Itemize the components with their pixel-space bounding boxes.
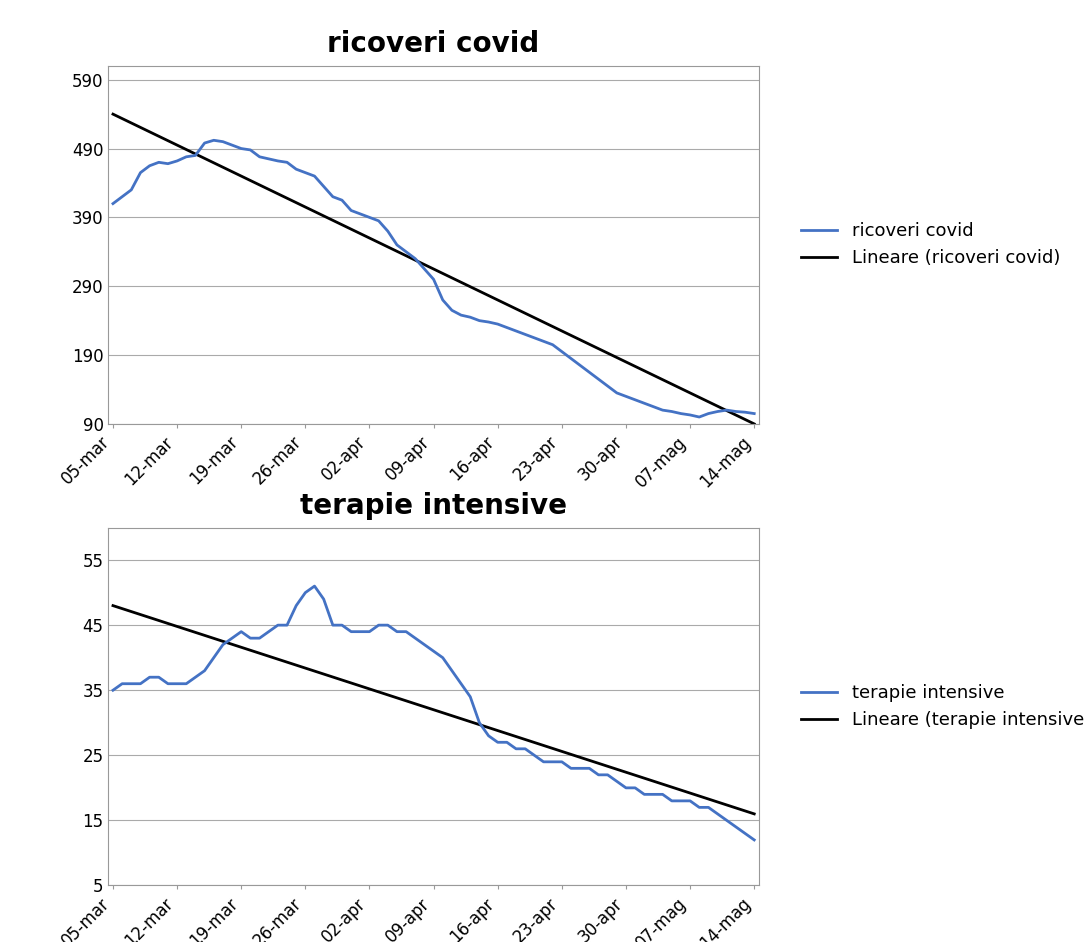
Legend: terapie intensive, Lineare (terapie intensive): terapie intensive, Lineare (terapie inte…	[793, 676, 1084, 737]
Title: ricoveri covid: ricoveri covid	[327, 30, 540, 58]
Legend: ricoveri covid, Lineare (ricoveri covid): ricoveri covid, Lineare (ricoveri covid)	[793, 215, 1068, 275]
Title: terapie intensive: terapie intensive	[300, 492, 567, 520]
